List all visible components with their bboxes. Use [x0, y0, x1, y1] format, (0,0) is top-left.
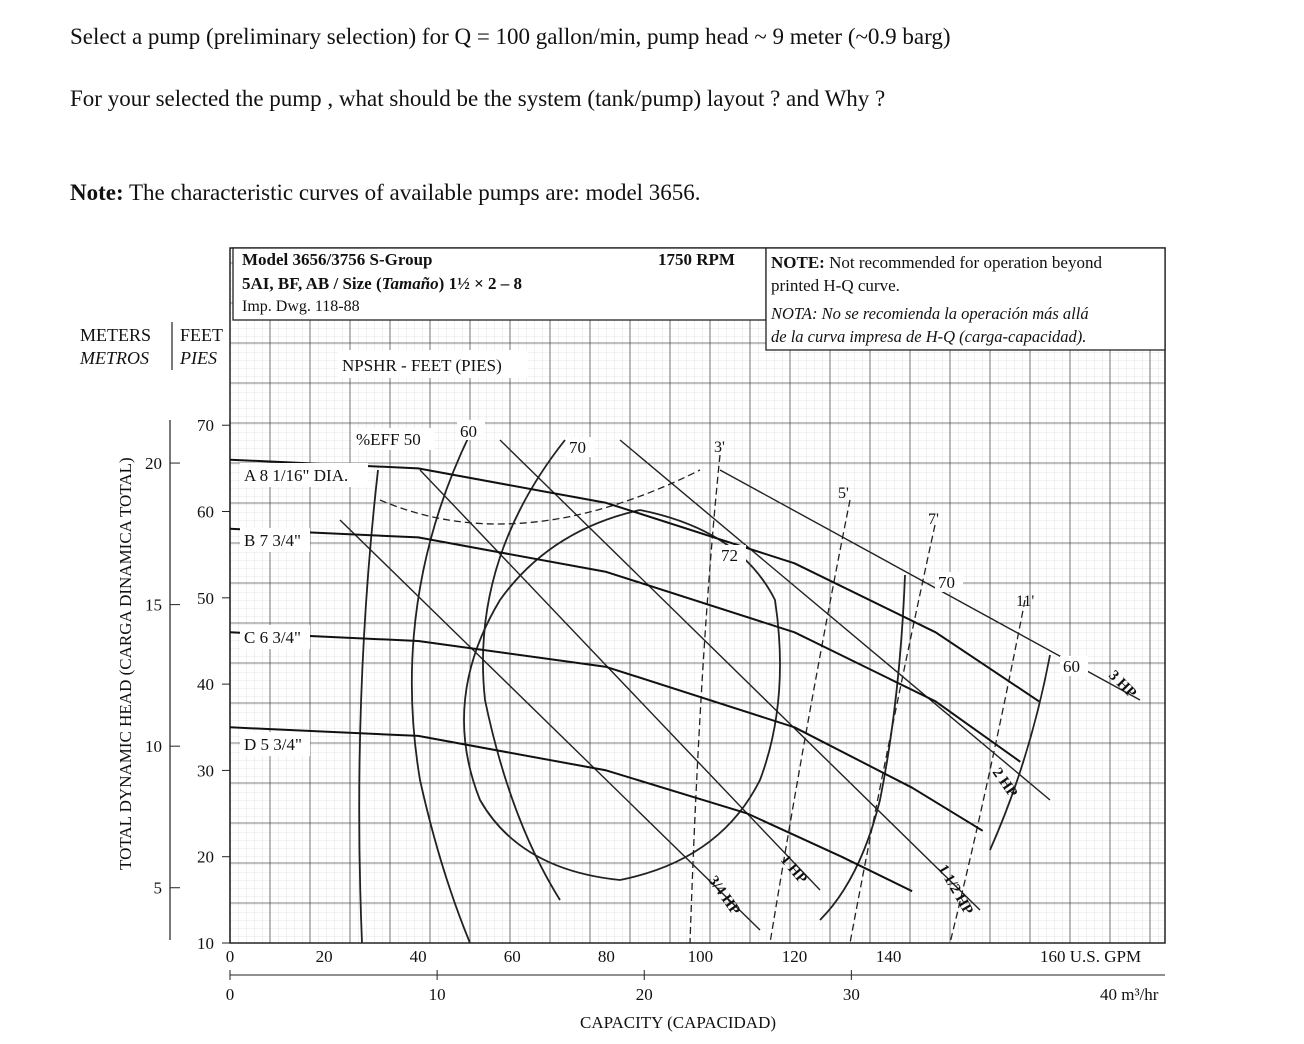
gpm-tick-label: 60: [504, 947, 521, 966]
feet-label: FEET: [180, 325, 223, 345]
note-label: Note:: [70, 180, 124, 205]
gpm-tick-label: 40: [410, 947, 427, 966]
efficiency-curves: [358, 433, 1051, 944]
gpm-tick-label: 0: [226, 947, 235, 966]
note-es-line-1: NOTA: No se recomienda la operación más …: [770, 304, 1089, 323]
feet-tick-label: 10: [197, 934, 214, 953]
feet-tick-label: 70: [197, 416, 214, 435]
meters-tick-label: 20: [145, 454, 162, 473]
x-ticks: 0 20 40 60 80 100 120 140 0 10 20 30: [226, 947, 902, 1004]
size-line: 5AI, BF, AB / Size (Tamaño) 1½ × 2 – 8: [242, 274, 522, 293]
impeller-d-label: D 5 3/4": [244, 735, 302, 754]
npsh-value-labels: 3' 5' 7' 11': [714, 439, 1034, 610]
eff-70-label: 70: [569, 438, 586, 457]
npsh-7-label: 7': [928, 511, 939, 528]
head-capacity-curves: [229, 458, 1040, 893]
question-2: For your selected the pump , what should…: [70, 86, 886, 111]
model-box: [232, 247, 767, 321]
note-en-line-2: printed H-Q curve.: [771, 276, 900, 295]
model-title: Model 3656/3756 S-Group: [242, 250, 432, 269]
impeller-a-label: A 8 1/16" DIA.: [244, 466, 348, 485]
note-en-line-1: NOTE: Not recommended for operation beyo…: [771, 253, 1102, 272]
feet-tick-label: 20: [197, 848, 214, 867]
hq-curve-a: [229, 458, 1040, 703]
gpm-tick-label: 140: [876, 947, 902, 966]
npsh-label: NPSHR - FEET (PIES): [342, 356, 502, 375]
major-grid: [229, 248, 1165, 944]
note-line: Note: The characteristic curves of avail…: [70, 180, 701, 206]
m3hr-tick-label: 10: [429, 985, 446, 1004]
gpm-tick-label: 120: [782, 947, 808, 966]
eff-72-label: 72: [721, 546, 738, 565]
npsh-3-label: 3': [714, 439, 725, 456]
gpm-tick-label: 80: [598, 947, 615, 966]
m3hr-tick-label: 20: [636, 985, 653, 1004]
question-1: Select a pump (preliminary selection) fo…: [70, 24, 951, 49]
eff-60b-label: 60: [1063, 657, 1080, 676]
gpm-tick-label: 20: [316, 947, 333, 966]
meters-tick-label: 5: [154, 879, 163, 898]
rpm-label: 1750 RPM: [658, 250, 735, 269]
feet-tick-label: 60: [197, 503, 214, 522]
metros-label: METROS: [79, 348, 149, 368]
feet-tick-label: 40: [197, 675, 214, 694]
gpm-tick-label: 100: [688, 947, 714, 966]
impeller-labels: A 8 1/16" DIA. B 7 3/4" C 6 3/4" D 5 3/4…: [240, 463, 368, 756]
y-axis-title: TOTAL DYNAMIC HEAD (CARGA DINAMICA TOTAL…: [116, 457, 135, 870]
feet-tick-label: 30: [197, 761, 214, 780]
eff-70b-label: 70: [938, 573, 955, 592]
m3hr-tick-label: 30: [843, 985, 860, 1004]
hq-curve-d: [229, 726, 913, 893]
note-es-line-2: de la curva impresa de H-Q (carga-capaci…: [771, 327, 1086, 346]
y-ticks: 10 20 30 40 50 60 70 5 10 15 20: [145, 416, 230, 953]
hq-curve-c: [229, 631, 984, 832]
efficiency-labels: %EFF 50 60 70 72 70 60: [352, 420, 1088, 676]
m3hr-tick-label: 0: [226, 985, 235, 1004]
npsh-5-label: 5': [838, 485, 849, 502]
eff-60-label: 60: [460, 422, 477, 441]
impeller-c-label: C 6 3/4": [244, 628, 301, 647]
drawing-number: Imp. Dwg. 118-88: [242, 298, 360, 315]
npsh-box: [338, 350, 528, 378]
x-axis-title: CAPACITY (CAPACIDAD): [580, 1013, 776, 1032]
eff-50-label: %EFF 50: [356, 430, 421, 449]
note-box: [765, 247, 1166, 351]
m3hr-unit-label: 40 m³/hr: [1100, 985, 1159, 1004]
hq-curve-b: [229, 527, 1021, 763]
meters-tick-label: 10: [145, 737, 162, 756]
impeller-b-label: B 7 3/4": [244, 531, 301, 550]
npsh-11-label: 11': [1016, 593, 1034, 610]
feet-tick-label: 50: [197, 589, 214, 608]
note-text: The characteristic curves of available p…: [123, 180, 701, 205]
pies-label: PIES: [179, 348, 217, 368]
gpm-unit-label: 160 U.S. GPM: [1040, 947, 1141, 966]
meters-tick-label: 15: [145, 596, 162, 615]
meters-label: METERS: [80, 325, 151, 345]
